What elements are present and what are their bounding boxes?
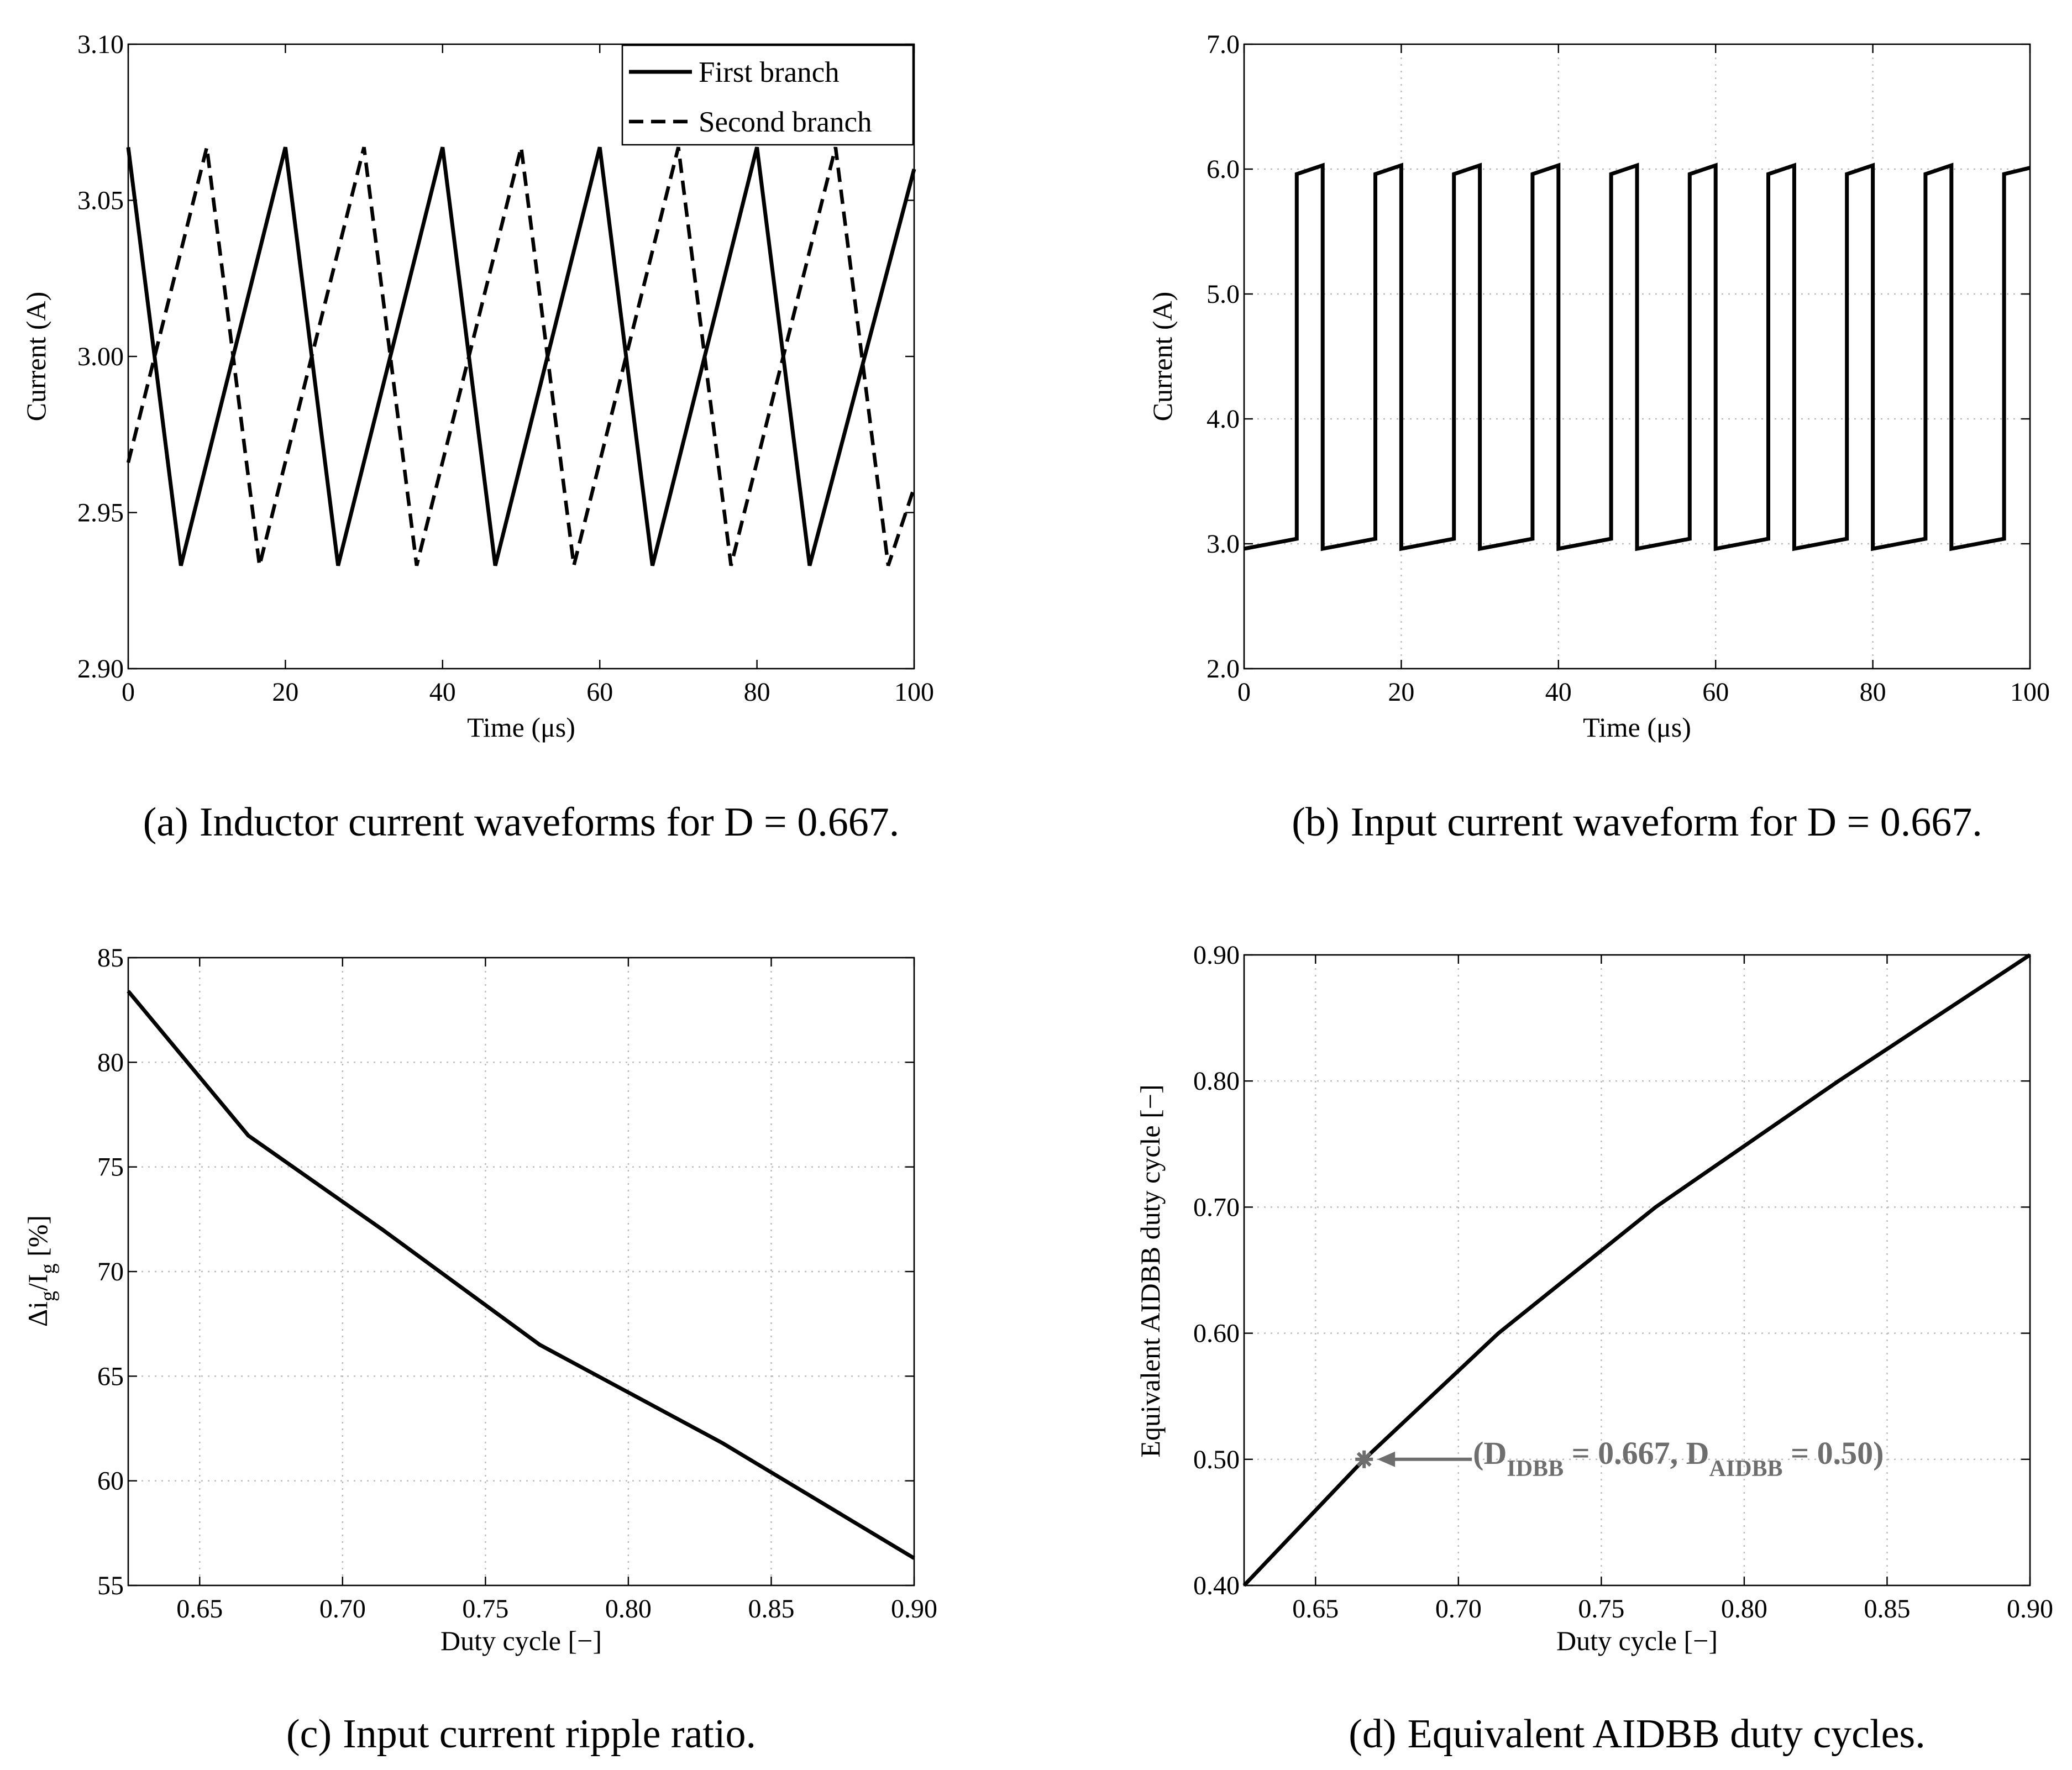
panel-b-x-axis-label: Time (μs) (1583, 712, 1691, 743)
panel-b-caption: (b) Input current waveform for D = 0.667. (1292, 800, 1982, 845)
panel-a-caption-label: (a) (143, 800, 188, 845)
panel-d-caption-label: (d) (1349, 1711, 1396, 1757)
panel-b: 0 20 40 60 80 100 2.0 3.0 4.0 5.0 6.0 7.0 Time (μs)… (1147, 30, 2050, 845)
x-tick-label: 60 (1702, 677, 1729, 707)
panel-a-x-axis-label: Time (μs) (467, 712, 575, 743)
panel-c-y-axis-label: Δig/Ig [%] (22, 1215, 60, 1327)
y-tick-label: 3.10 (77, 30, 124, 59)
y-tick-label: 55 (97, 1571, 124, 1600)
panel-a-legend: First branch Second branch (621, 44, 914, 146)
x-tick-label: 0.90 (891, 1594, 937, 1624)
legend-box (621, 44, 914, 146)
x-tick-label: 0.70 (319, 1594, 366, 1624)
y-tick-label: 5.0 (1207, 280, 1240, 309)
panel-d-annotation: (DIDBB = 0.667, DAIDBB = 0.50) (1355, 1435, 1884, 1482)
x-tick-label: 0.80 (605, 1594, 652, 1624)
panel-d-caption: (d) Equivalent AIDBB duty cycles. (1349, 1711, 1925, 1757)
panel-d-y-axis-label: Equivalent AIDBB duty cycle [−] (1135, 1084, 1166, 1457)
y-tick-label: 2.95 (77, 498, 124, 528)
y-tick-label: 2.90 (77, 654, 124, 684)
x-tick-label: 0.85 (748, 1594, 794, 1624)
y-tick-label: 75 (97, 1153, 124, 1182)
y-tick-label: 65 (97, 1362, 124, 1391)
annotation-marker (1356, 1452, 1372, 1467)
panel-d-grid (1244, 955, 2030, 1585)
panel-c-grid (128, 958, 914, 1585)
panel-b-series (1244, 162, 2031, 552)
panel-d-caption-text: Equivalent AIDBB duty cycles. (1408, 1711, 1926, 1757)
panel-c-caption-label: (c) (286, 1711, 332, 1757)
y-tick-label: 7.0 (1207, 30, 1240, 59)
y-tick-label: 4.0 (1207, 405, 1240, 434)
panel-c-caption: (c) Input current ripple ratio. (286, 1711, 756, 1757)
panel-b-caption-label: (b) (1292, 800, 1339, 845)
y-tick-label: 0.80 (1193, 1067, 1240, 1096)
panel-a-ticks: 0 20 40 60 80 100 2.90 2.95 3.00 3.05 3.10 (77, 30, 934, 707)
y-tick-label: 60 (97, 1467, 124, 1496)
panel-b-plot-frame (1243, 43, 2031, 670)
panel-c-x-axis-label: Duty cycle [−] (440, 1625, 602, 1656)
y-tick-label: 0.40 (1193, 1571, 1240, 1600)
series-line-ripple-ratio (127, 990, 915, 1560)
panel-a: 0 20 40 60 80 100 2.90 2.95 3.00 3.05 3.10 First b… (20, 30, 934, 845)
y-tick-label: 0.50 (1193, 1445, 1240, 1474)
x-tick-label: 100 (894, 677, 934, 707)
x-tick-label: 100 (2010, 677, 2050, 707)
panel-a-caption: (a) Inductor current waveforms for D = 0.… (143, 800, 900, 845)
x-tick-label: 0 (122, 677, 135, 707)
x-tick-label: 0.80 (1721, 1594, 1767, 1624)
y-tick-label: 2.0 (1207, 654, 1240, 684)
panel-a-y-axis-label: Current (A) (20, 292, 51, 422)
x-tick-label: 80 (1860, 677, 1886, 707)
y-tick-label: 80 (97, 1048, 124, 1077)
y-tick-label: 0.90 (1193, 941, 1240, 970)
x-tick-label: 0.90 (2007, 1594, 2053, 1624)
y-tick-label: 0.70 (1193, 1193, 1240, 1222)
x-tick-label: 80 (744, 677, 770, 707)
y-tick-label: 0.60 (1193, 1319, 1240, 1348)
x-tick-label: 40 (429, 677, 456, 707)
series-line-equivalent-duty-cycle (1242, 953, 2031, 1587)
x-tick-label: 20 (1388, 677, 1414, 707)
x-tick-label: 0.75 (1578, 1594, 1624, 1624)
x-tick-label: 0.65 (176, 1594, 223, 1624)
series-line-second-branch (126, 146, 916, 566)
panel-b-ticks: 0 20 40 60 80 100 2.0 3.0 4.0 5.0 6.0 7.0 (1207, 30, 2050, 707)
series-line-first-branch (126, 146, 916, 566)
x-tick-label: 0.70 (1435, 1594, 1482, 1624)
legend-first-branch-label: First branch (699, 56, 840, 88)
y-tick-label: 3.0 (1207, 529, 1240, 559)
y-tick-label: 3.00 (77, 342, 124, 371)
series-line-input-current (1244, 162, 2031, 552)
x-tick-label: 0.75 (462, 1594, 508, 1624)
panel-c-series (127, 990, 915, 1560)
legend-second-branch-label: Second branch (699, 106, 872, 138)
panel-d-ticks: 0.65 0.70 0.75 0.80 0.85 0.90 0.40 0.50 0.60 0.70… (1193, 941, 2053, 1624)
panel-c-caption-text: Input current ripple ratio. (343, 1711, 756, 1757)
panel-a-series (126, 146, 916, 566)
panel-d-plot-frame (1243, 954, 2031, 1587)
x-tick-label: 0 (1237, 677, 1251, 707)
panel-b-y-axis-label: Current (A) (1147, 292, 1178, 422)
y-tick-label: 6.0 (1207, 155, 1240, 184)
x-tick-label: 0.65 (1292, 1594, 1339, 1624)
panel-d-series (1242, 953, 2031, 1587)
annotation-arrowhead (1377, 1451, 1396, 1467)
x-tick-label: 0.85 (1864, 1594, 1910, 1624)
x-tick-label: 40 (1545, 677, 1572, 707)
x-tick-label: 20 (272, 677, 298, 707)
panel-a-caption-text: Inductor current waveforms for D = 0.667… (200, 800, 899, 845)
panel-c: 0.65 0.70 0.75 0.80 0.85 0.90 55 60 65 70 75 80 85 D… (22, 943, 937, 1757)
panel-d: (DIDBB = 0.667, DAIDBB = 0.50) 0.65 0.70 0… (1135, 941, 2053, 1757)
y-tick-label: 85 (97, 943, 124, 973)
panel-c-ticks: 0.65 0.70 0.75 0.80 0.85 0.90 55 60 65 70 75 80 85 (97, 943, 937, 1624)
panel-d-x-axis-label: Duty cycle [−] (1556, 1625, 1718, 1656)
y-tick-label: 3.05 (77, 186, 124, 216)
annotation-label: (DIDBB = 0.667, DAIDBB = 0.50) (1473, 1435, 1884, 1482)
x-tick-label: 60 (586, 677, 613, 707)
panel-b-caption-text: Input current waveform for D = 0.667. (1351, 800, 1982, 845)
y-tick-label: 70 (97, 1257, 124, 1286)
